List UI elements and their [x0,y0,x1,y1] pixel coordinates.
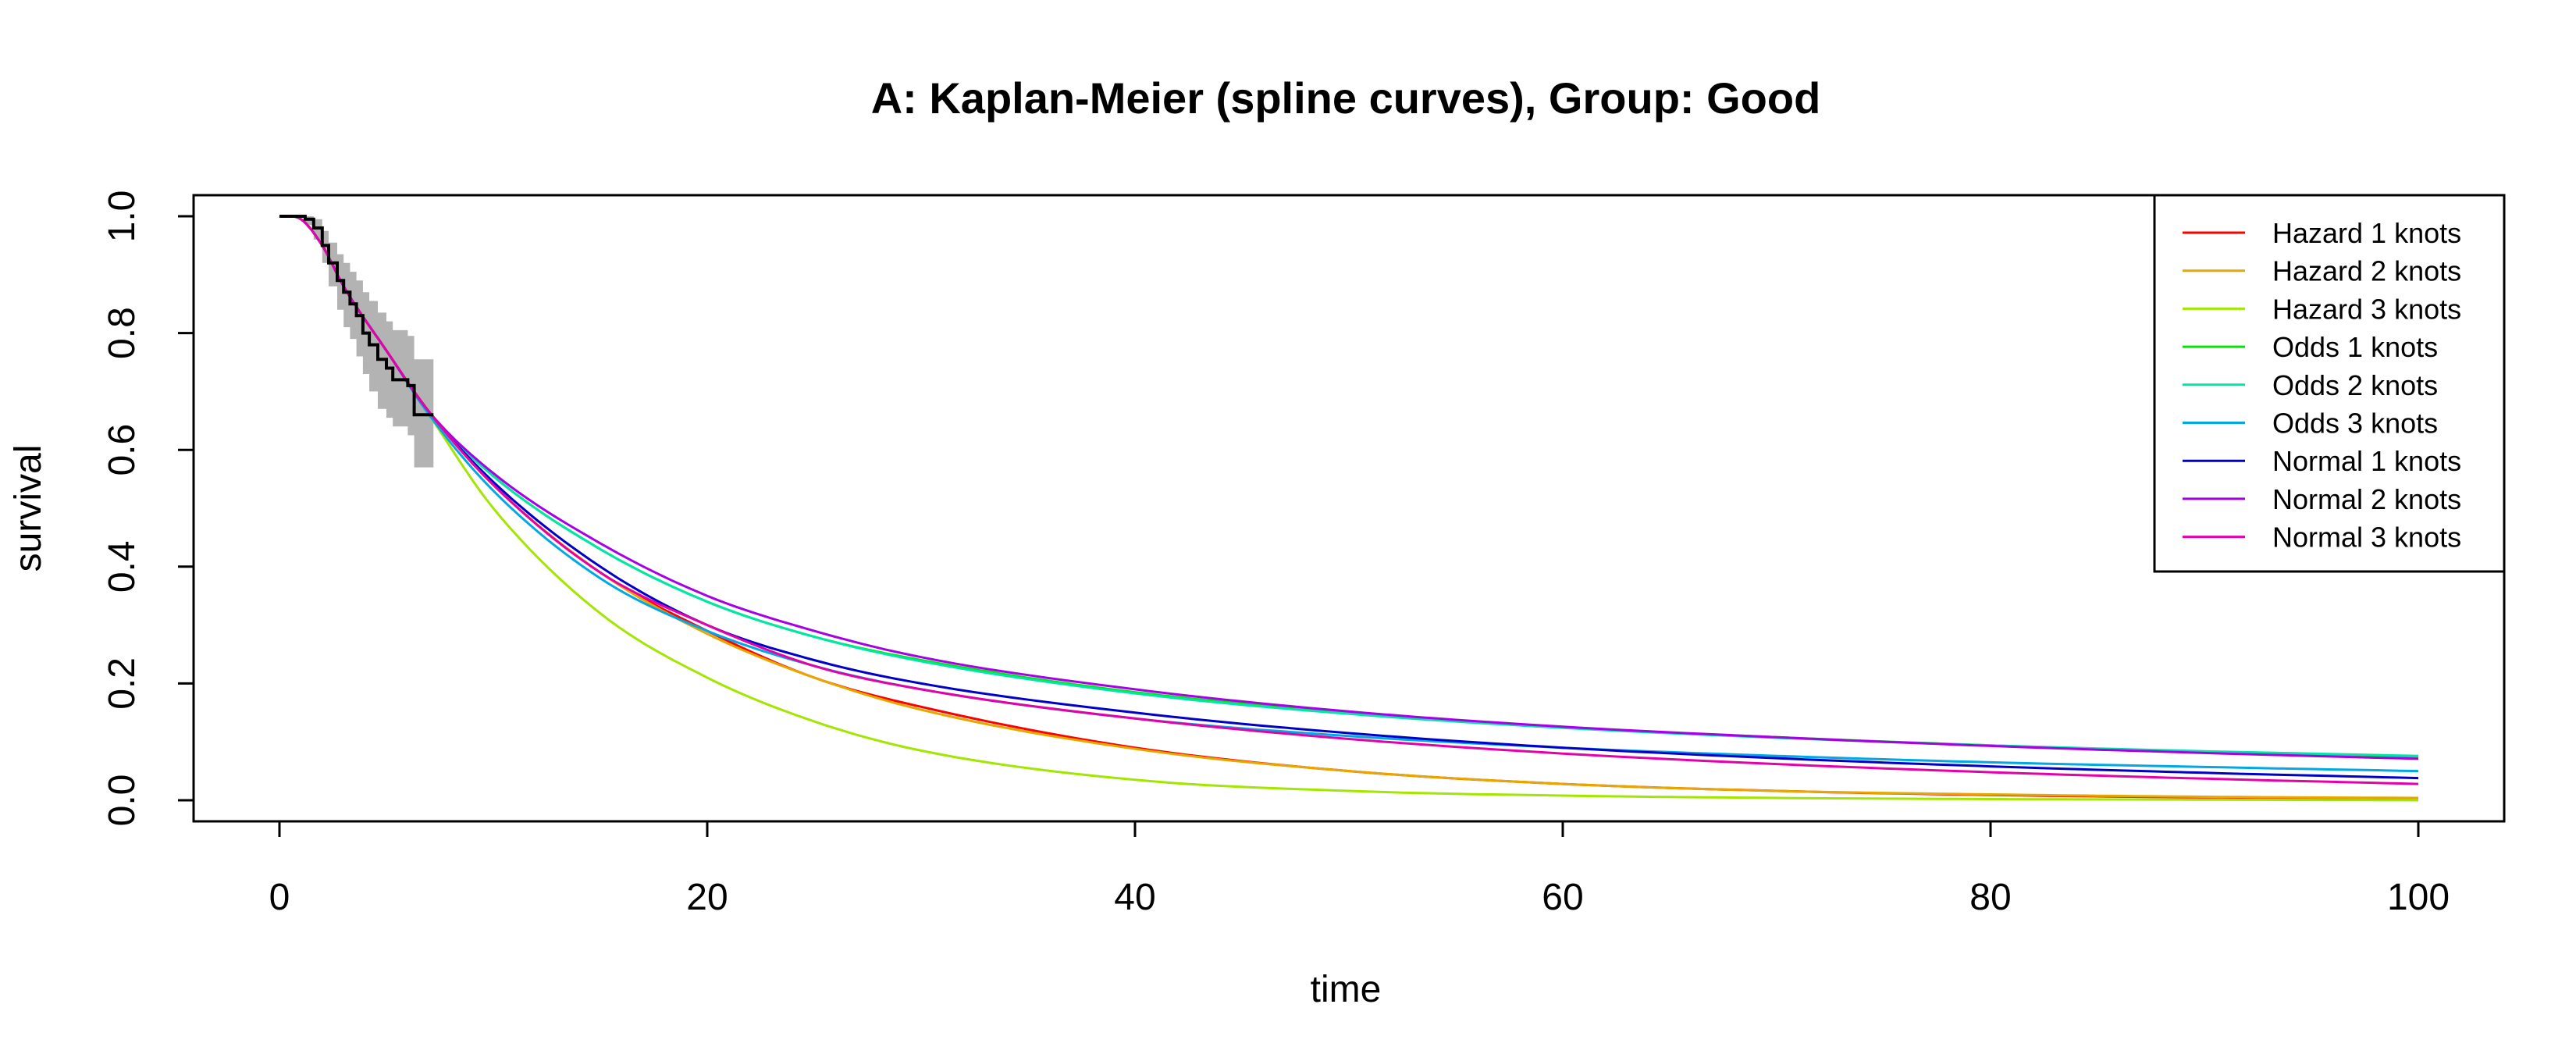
x-tick-label: 20 [686,877,728,918]
km-step-line [279,215,434,417]
legend-item: Odds 3 knots [2183,408,2438,440]
x-tick-label: 60 [1542,877,1583,918]
plot-area [279,215,2419,802]
km-confidence-band [279,216,434,468]
legend-box [2153,194,2506,573]
y-tick-label: 1.0 [101,191,143,243]
legend-item: Odds 2 knots [2183,369,2438,401]
legend-label: Hazard 3 knots [2272,293,2461,325]
legend-item: Odds 1 knots [2183,331,2438,363]
x-tick-label: 100 [2387,877,2450,918]
legend-label: Normal 3 knots [2272,522,2461,554]
x-tick-label: 80 [1969,877,2011,918]
x-tick-label: 40 [1114,877,1155,918]
legend-label: Odds 1 knots [2272,331,2438,363]
series-line-5 [279,215,2419,757]
series-line-9 [279,215,2419,785]
x-axis-label: time [1311,969,1382,1010]
series-line-7 [279,215,2419,780]
legend-label: Odds 3 knots [2272,408,2438,440]
legend-label: Normal 1 knots [2272,445,2461,477]
x-axis: 0 20 40 60 80 100 [269,820,2450,918]
legend-item: Hazard 3 knots [2183,293,2461,325]
legend-label: Normal 2 knots [2272,483,2461,515]
series-line-8 [279,215,2419,760]
x-tick-label: 0 [269,877,290,918]
legend-item: Normal 1 knots [2183,445,2461,477]
legend-item: Normal 3 knots [2183,522,2461,554]
y-tick-label: 0.8 [101,307,143,359]
legend-item: Hazard 2 knots [2183,255,2461,287]
legend-label: Hazard 1 knots [2272,217,2461,249]
series-line-4 [279,215,2419,759]
series-line-6 [279,215,2419,773]
legend-label: Odds 2 knots [2272,369,2438,401]
y-tick-label: 0.2 [101,657,143,710]
y-axis-label: survival [8,445,49,572]
legend-item: Normal 2 knots [2183,483,2461,515]
y-tick-label: 0.6 [101,424,143,476]
legend-label: Hazard 2 knots [2272,255,2461,287]
y-tick-label: 0.0 [101,774,143,827]
legend-item: Hazard 1 knots [2183,217,2461,249]
legend: Hazard 1 knots Hazard 2 knots Hazard 3 kno… [2153,194,2506,573]
y-axis: 0.0 0.2 0.4 0.6 0.8 1.0 [101,191,195,827]
chart-title: A: Kaplan-Meier (spline curves), Group: … [871,73,1821,123]
y-tick-label: 0.4 [101,540,143,593]
